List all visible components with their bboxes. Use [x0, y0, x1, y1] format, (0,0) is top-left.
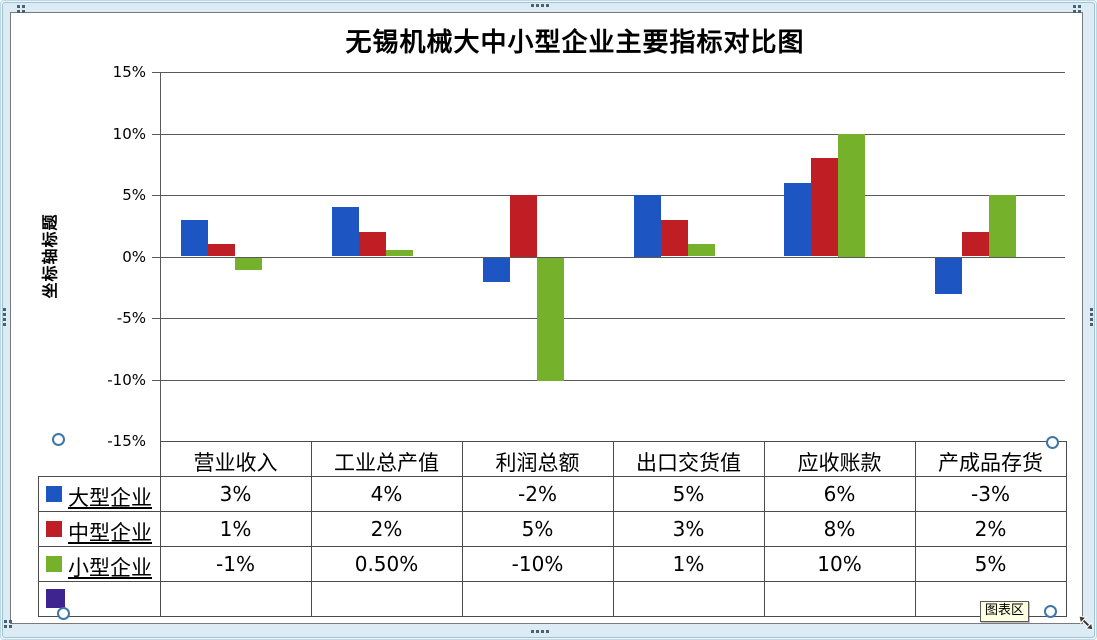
table-value: 0.50% [354, 552, 419, 576]
bar-小型企业-应收账款[interactable] [838, 133, 866, 257]
y-tick-label: 15% [112, 63, 146, 81]
resize-handle-top-icon[interactable] [531, 4, 534, 7]
table-header-应收账款: 应收账款 [797, 451, 882, 475]
gridline [152, 379, 1065, 381]
y-tick-label: -10% [107, 370, 146, 389]
y-tick-label: 5% [122, 186, 146, 204]
bar-中型企业-利润总额[interactable] [509, 195, 537, 257]
table-value: 1% [672, 552, 705, 576]
table-value: 5% [521, 517, 554, 541]
bar-大型企业-利润总额[interactable] [482, 257, 510, 283]
legend-label-中型企业: 中型企业 [68, 521, 152, 545]
bar-中型企业-应收账款[interactable] [811, 158, 839, 257]
table-value: 3% [672, 517, 705, 541]
table-line [38, 616, 160, 617]
table-header-营业收入: 营业收入 [193, 451, 278, 475]
y-tick-label: 0% [122, 247, 146, 266]
table-line [38, 476, 39, 616]
bar-中型企业-工业总产值[interactable] [358, 231, 386, 257]
legend-key-中型企业[interactable] [46, 520, 62, 537]
legend-label-大型企业: 大型企业 [68, 486, 152, 510]
gridline [152, 133, 1065, 135]
table-line [38, 546, 160, 547]
table-value: 4% [370, 482, 403, 506]
table-line [613, 441, 614, 616]
gridline [152, 72, 1065, 73]
legend-label-小型企业: 小型企业 [68, 556, 152, 580]
resize-handle-bottom-icon[interactable] [531, 630, 534, 633]
table-value: -1% [216, 552, 255, 576]
table-line [311, 441, 312, 616]
bar-大型企业-应收账款[interactable] [784, 182, 812, 257]
table-line [160, 441, 161, 616]
resize-handle-top-right-icon[interactable] [1073, 5, 1076, 8]
legend-key-大型企业[interactable] [46, 485, 62, 502]
bar-中型企业-产成品存货[interactable] [962, 231, 990, 257]
table-line [38, 581, 160, 582]
bar-大型企业-营业收入[interactable] [181, 219, 208, 257]
chart-title[interactable]: 无锡机械大中小型企业主要指标对比图 [345, 28, 805, 58]
gridline [152, 195, 1065, 196]
bar-大型企业-工业总产值[interactable] [331, 207, 359, 257]
legend-key-unnamed[interactable] [46, 589, 65, 608]
bar-小型企业-出口交货值[interactable] [687, 244, 715, 257]
resize-handle-bottom-left-icon[interactable] [4, 620, 7, 623]
bar-小型企业-利润总额[interactable] [536, 257, 564, 381]
resize-cursor-icon [1078, 615, 1094, 631]
table-value: 8% [823, 517, 856, 541]
table-header-出口交货值: 出口交货值 [636, 451, 741, 475]
chart-area-tooltip: 图表区 [980, 601, 1030, 622]
legend-key-小型企业[interactable] [46, 555, 62, 572]
bar-大型企业-产成品存货[interactable] [935, 257, 963, 295]
resize-handle-right-icon[interactable] [1090, 308, 1093, 311]
table-header-产成品存货: 产成品存货 [938, 451, 1043, 475]
table-line [160, 616, 1067, 617]
y-tick-label: 10% [112, 124, 146, 143]
table-value: -3% [971, 482, 1010, 506]
gridline [152, 256, 1065, 258]
bar-小型企业-产成品存货[interactable] [989, 195, 1017, 257]
table-header-工业总产值: 工业总产值 [334, 451, 439, 475]
table-value: 1% [219, 517, 252, 541]
table-line [38, 511, 160, 512]
table-value: 3% [219, 482, 252, 506]
table-value: 5% [974, 552, 1007, 576]
selection-circle-bottom-right[interactable] [1044, 605, 1057, 618]
selection-circle-top-left[interactable] [52, 433, 65, 446]
y-tick-label: -15% [107, 432, 146, 450]
table-value: -2% [518, 482, 557, 506]
bar-中型企业-营业收入[interactable] [208, 244, 235, 257]
table-line [915, 441, 916, 616]
table-value: 6% [823, 482, 856, 506]
y-tick-label: -5% [116, 309, 146, 327]
gridline [152, 318, 1065, 319]
bar-小型企业-工业总产值[interactable] [385, 250, 413, 257]
table-value: 5% [672, 482, 705, 506]
table-value: -10% [511, 552, 564, 576]
table-line [764, 441, 765, 616]
table-line [38, 476, 160, 477]
table-line [1066, 441, 1067, 616]
table-header-利润总额: 利润总额 [495, 451, 580, 475]
resize-handle-top-left-icon[interactable] [17, 5, 20, 8]
bar-中型企业-出口交货值[interactable] [660, 219, 688, 257]
selection-circle-bottom-left[interactable] [57, 607, 70, 620]
table-line [462, 441, 463, 616]
table-value: 10% [817, 552, 862, 576]
bar-小型企业-营业收入[interactable] [235, 257, 262, 270]
selection-circle-top-right[interactable] [1046, 436, 1059, 449]
table-value: 2% [370, 517, 403, 541]
table-value: 2% [974, 517, 1007, 541]
resize-handle-left-icon[interactable] [3, 308, 6, 311]
bar-大型企业-出口交货值[interactable] [633, 195, 661, 257]
